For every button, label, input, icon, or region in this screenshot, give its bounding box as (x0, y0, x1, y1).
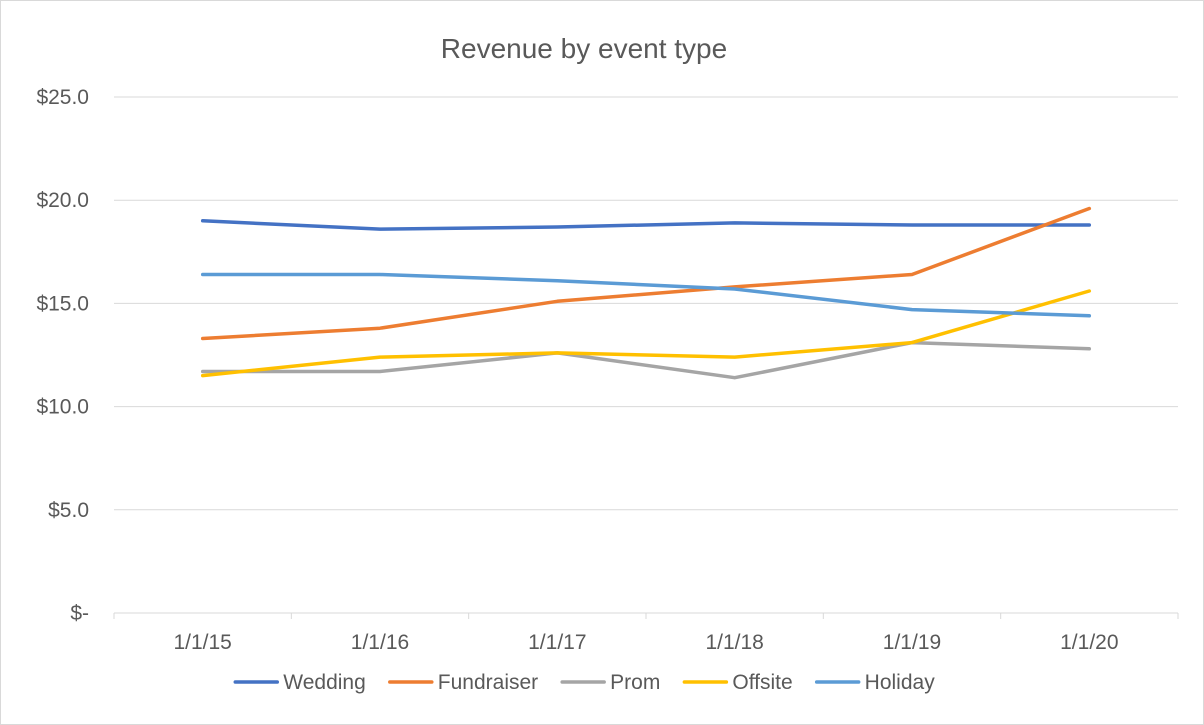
y-tick-label: $20.0 (36, 189, 89, 212)
legend-item-holiday: Holiday (814, 671, 936, 694)
chart-title: Revenue by event type (441, 33, 727, 64)
series-lines (200, 206, 1092, 380)
series-line-fundraiser (200, 206, 1092, 341)
series-line-prom (200, 340, 1092, 380)
y-tick-label: $10.0 (36, 396, 89, 419)
legend-label: Fundraiser (438, 671, 538, 694)
y-tick-label: $25.0 (36, 86, 89, 109)
y-axis-ticks: $- $5.0 $10.0 $15.0 $20.0 $25.0 (36, 86, 89, 625)
x-tick-label: 1/1/20 (1060, 631, 1118, 654)
series-line-holiday (200, 272, 1092, 318)
x-axis: 1/1/15 1/1/16 1/1/17 1/1/18 1/1/19 1/1/20 (113, 612, 1179, 654)
legend-label: Wedding (283, 671, 366, 694)
y-tick-label: $- (70, 602, 89, 625)
legend-label: Holiday (865, 671, 936, 694)
x-tick-label: 1/1/19 (883, 631, 941, 654)
legend-item-wedding: Wedding (233, 671, 366, 694)
legend-item-prom: Prom (560, 671, 660, 694)
x-tick-label: 1/1/15 (173, 631, 231, 654)
y-tick-label: $15.0 (36, 292, 89, 315)
x-tick-label: 1/1/16 (351, 631, 409, 654)
legend-label: Offsite (732, 671, 792, 694)
y-tick-label: $5.0 (48, 499, 89, 522)
legend-item-offsite: Offsite (682, 671, 793, 694)
series-line-offsite (200, 289, 1092, 378)
series-line-wedding (200, 219, 1092, 231)
gridlines (114, 96, 1178, 511)
legend-item-fundraiser: Fundraiser (388, 671, 538, 694)
x-tick-label: 1/1/18 (705, 631, 763, 654)
legend-label: Prom (610, 671, 660, 694)
legend: Wedding Fundraiser Prom Offsite Holiday (233, 671, 936, 694)
x-tick-label: 1/1/17 (528, 631, 586, 654)
